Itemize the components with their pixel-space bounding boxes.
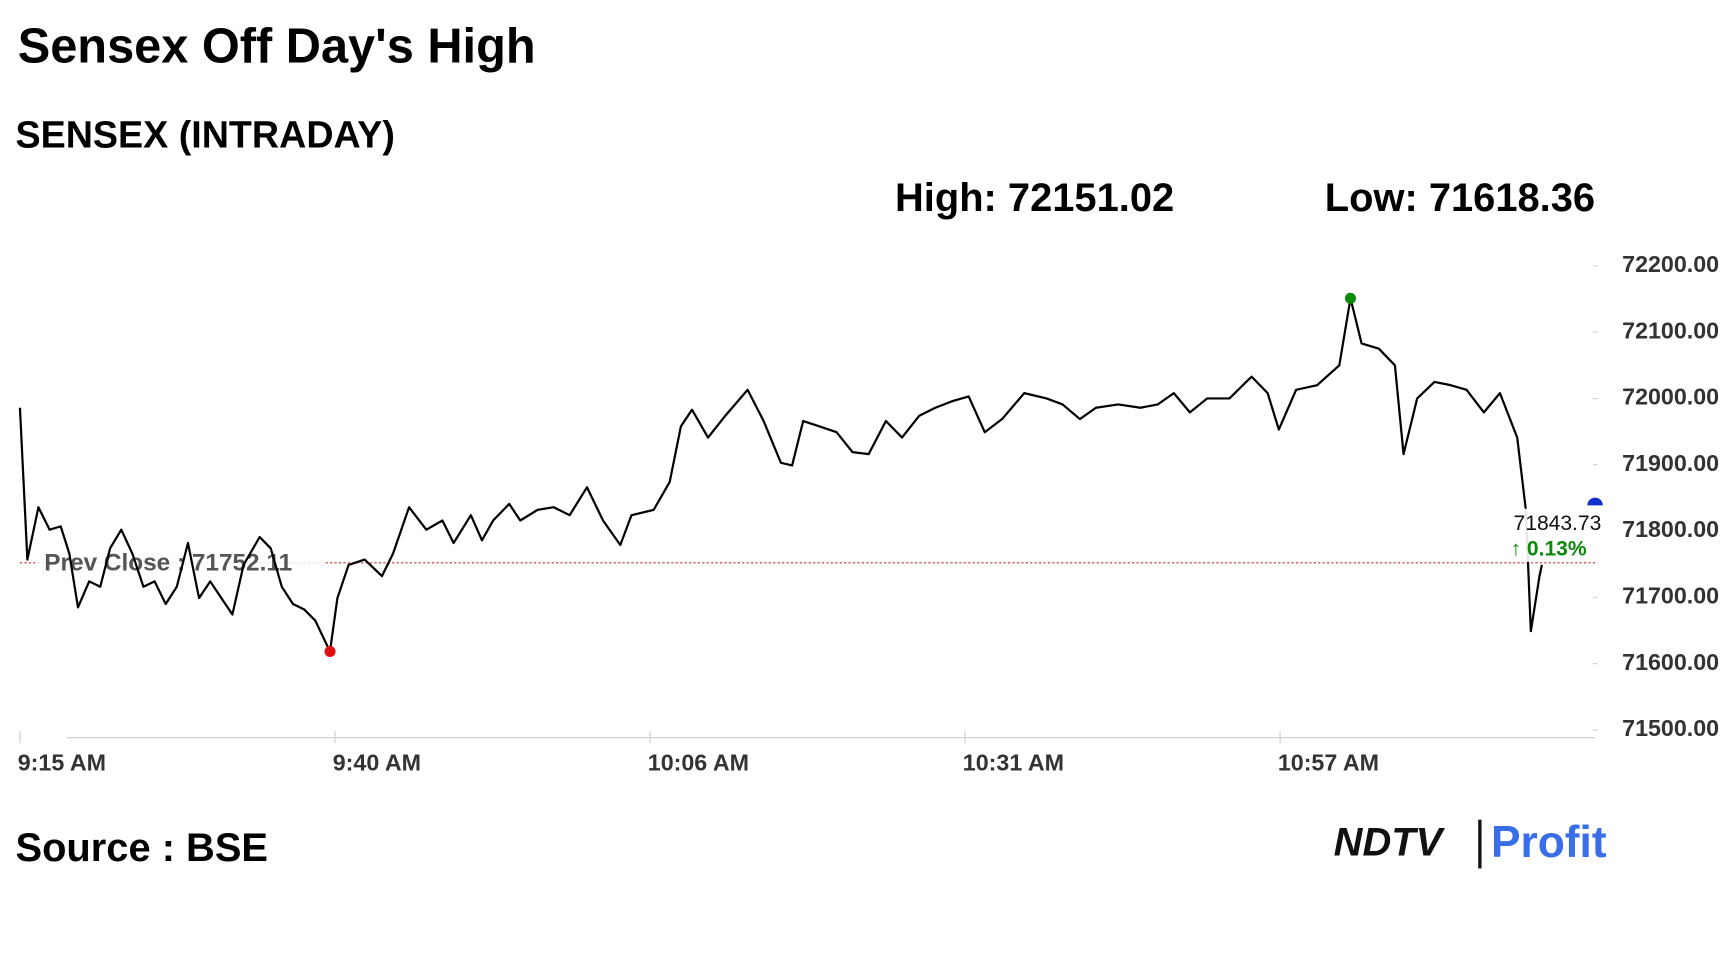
high-marker xyxy=(1344,292,1357,304)
chart-subtitle: SENSEX (INTRADAY) xyxy=(16,113,395,155)
reference-label: Prev Close : 71752.11 xyxy=(44,549,292,576)
x-tick-label: 10:57 AM xyxy=(1278,749,1379,775)
x-tick-label: 9:15 AM xyxy=(18,749,106,775)
y-tick-label: 71900.00 xyxy=(1622,450,1719,476)
x-tick-label: 9:40 AM xyxy=(333,749,421,775)
y-tick-label: 72100.00 xyxy=(1622,317,1719,343)
source: Source : BSE xyxy=(16,826,269,870)
y-tick-label: 71600.00 xyxy=(1622,649,1719,675)
last-value-label: 71843.73 xyxy=(1514,512,1602,535)
high-text: High: 72151.02 xyxy=(895,176,1174,220)
last-label-bg xyxy=(1506,508,1607,562)
chart-title: Sensex Off Day's High xyxy=(18,20,536,74)
y-tick-label: 71800.00 xyxy=(1622,516,1719,542)
low-text: Low: 71618.36 xyxy=(1325,176,1595,220)
y-tick-label: 72200.00 xyxy=(1622,251,1719,277)
last-marker xyxy=(1587,497,1603,506)
low-marker xyxy=(324,645,336,658)
x-tick-label: 10:06 AM xyxy=(648,749,749,775)
y-tick-label: 71700.00 xyxy=(1622,583,1719,609)
logo-left: NDTV xyxy=(1334,821,1446,865)
data-line xyxy=(18,297,1543,653)
x-tick-label: 10:31 AM xyxy=(963,749,1064,775)
y-tick-label: 71500.00 xyxy=(1622,715,1719,741)
y-tick-label: 72000.00 xyxy=(1622,384,1719,410)
logo-right: Profit xyxy=(1491,818,1607,867)
change-label: ↑ 0.13% xyxy=(1511,537,1587,560)
